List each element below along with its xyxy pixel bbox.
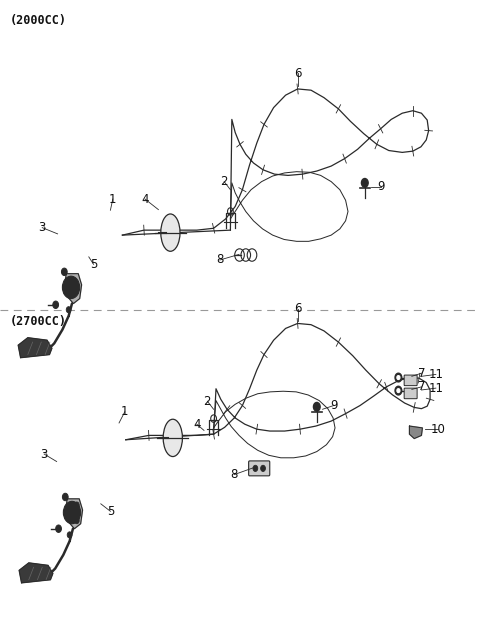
Text: 6: 6: [294, 67, 301, 80]
Polygon shape: [19, 563, 53, 583]
Circle shape: [313, 402, 320, 411]
Text: 6: 6: [294, 302, 301, 315]
Text: 8: 8: [230, 468, 238, 481]
Text: 7: 7: [418, 367, 425, 379]
Text: 11: 11: [428, 368, 444, 381]
Circle shape: [361, 179, 368, 187]
Circle shape: [253, 465, 258, 471]
Circle shape: [74, 518, 79, 524]
Circle shape: [62, 493, 68, 501]
FancyBboxPatch shape: [404, 388, 417, 399]
Text: 9: 9: [377, 180, 384, 193]
Circle shape: [74, 502, 79, 508]
Circle shape: [61, 268, 67, 276]
Text: 9: 9: [330, 399, 337, 412]
Circle shape: [66, 281, 76, 294]
Text: 3: 3: [38, 221, 46, 234]
Text: 5: 5: [90, 258, 97, 271]
Circle shape: [66, 307, 71, 313]
Text: 1: 1: [109, 193, 117, 205]
Polygon shape: [65, 499, 83, 529]
Circle shape: [56, 525, 61, 532]
Text: 8: 8: [216, 254, 224, 266]
Polygon shape: [18, 338, 52, 358]
Circle shape: [397, 376, 400, 379]
Ellipse shape: [163, 419, 182, 457]
Text: 5: 5: [107, 505, 114, 518]
Polygon shape: [409, 426, 422, 439]
Text: 4: 4: [193, 418, 201, 430]
Polygon shape: [64, 274, 82, 304]
Text: 11: 11: [428, 382, 444, 394]
Text: 4: 4: [141, 193, 149, 205]
Text: 1: 1: [121, 406, 129, 418]
Circle shape: [67, 506, 77, 519]
Text: 7: 7: [418, 381, 425, 393]
Circle shape: [63, 501, 81, 524]
Circle shape: [395, 373, 402, 382]
Circle shape: [67, 532, 72, 538]
Text: 2: 2: [220, 175, 228, 188]
Text: (2000CC): (2000CC): [10, 14, 67, 27]
Text: 3: 3: [40, 448, 48, 460]
Circle shape: [53, 301, 59, 309]
Ellipse shape: [161, 214, 180, 251]
Text: (2700CC): (2700CC): [10, 315, 67, 328]
Circle shape: [397, 389, 400, 392]
FancyBboxPatch shape: [404, 375, 417, 386]
Text: 10: 10: [431, 423, 445, 435]
Text: 2: 2: [204, 395, 211, 407]
FancyBboxPatch shape: [249, 461, 270, 476]
Circle shape: [62, 276, 80, 299]
Circle shape: [261, 465, 265, 471]
Circle shape: [395, 386, 402, 395]
